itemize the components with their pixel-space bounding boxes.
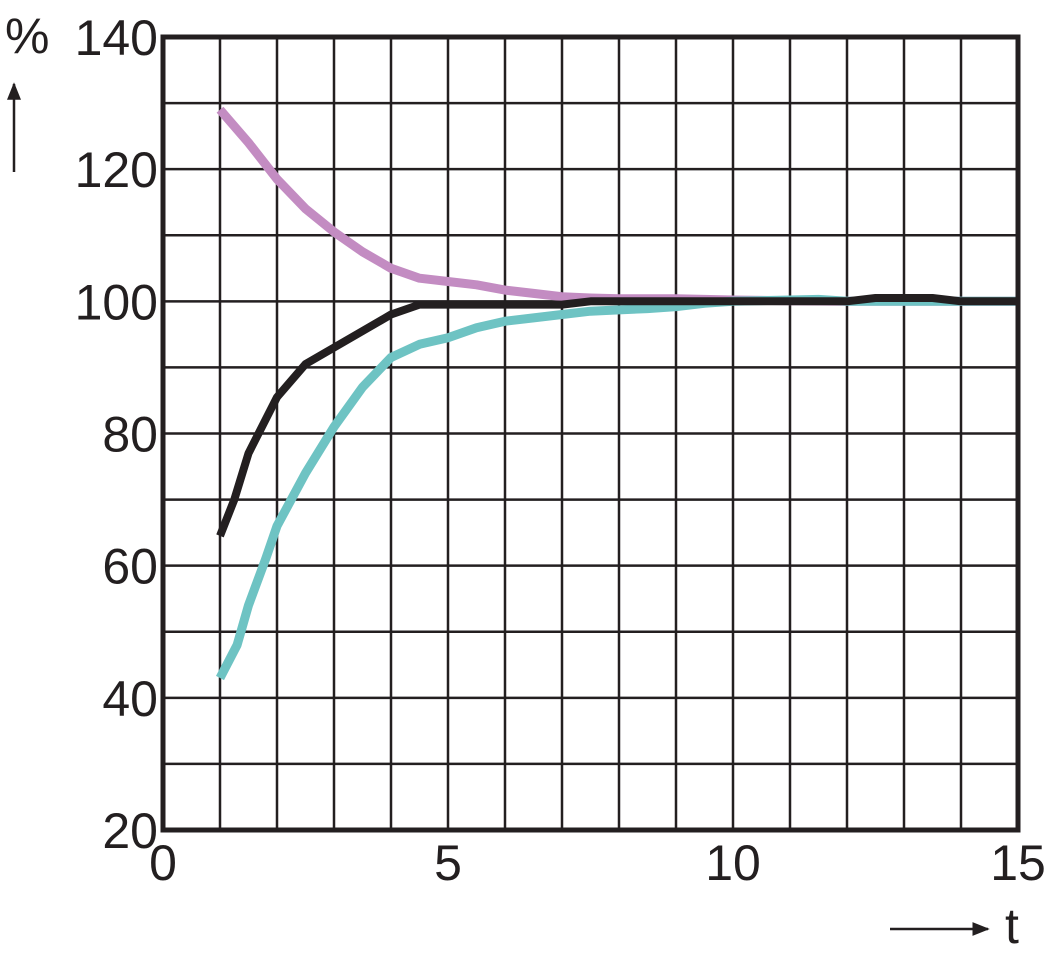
series-group: [216, 106, 1018, 681]
grid-lines: [163, 37, 1018, 830]
x-tick-label: 10: [705, 835, 761, 891]
x-tick-label: 15: [990, 835, 1046, 891]
plot-frame: [160, 34, 1021, 833]
y-tick-label: 40: [102, 671, 158, 727]
y-tick-labels: 20 40 60 80 100 120 140: [75, 10, 158, 859]
x-axis-label: t: [1005, 898, 1019, 954]
y-axis-label: %: [5, 8, 49, 64]
y-tick-label: 140: [75, 10, 158, 66]
x-tick-label: 5: [434, 835, 462, 891]
x-tick-label: 0: [149, 835, 177, 891]
y-tick-label: 20: [102, 803, 158, 859]
y-tick-label: 120: [75, 142, 158, 198]
x-tick-labels: 0 5 10 15: [149, 835, 1046, 891]
y-tick-label: 100: [75, 274, 158, 330]
series-line-3: [216, 294, 1018, 538]
y-tick-label: 80: [102, 407, 158, 463]
y-tick-label: 60: [102, 539, 158, 595]
